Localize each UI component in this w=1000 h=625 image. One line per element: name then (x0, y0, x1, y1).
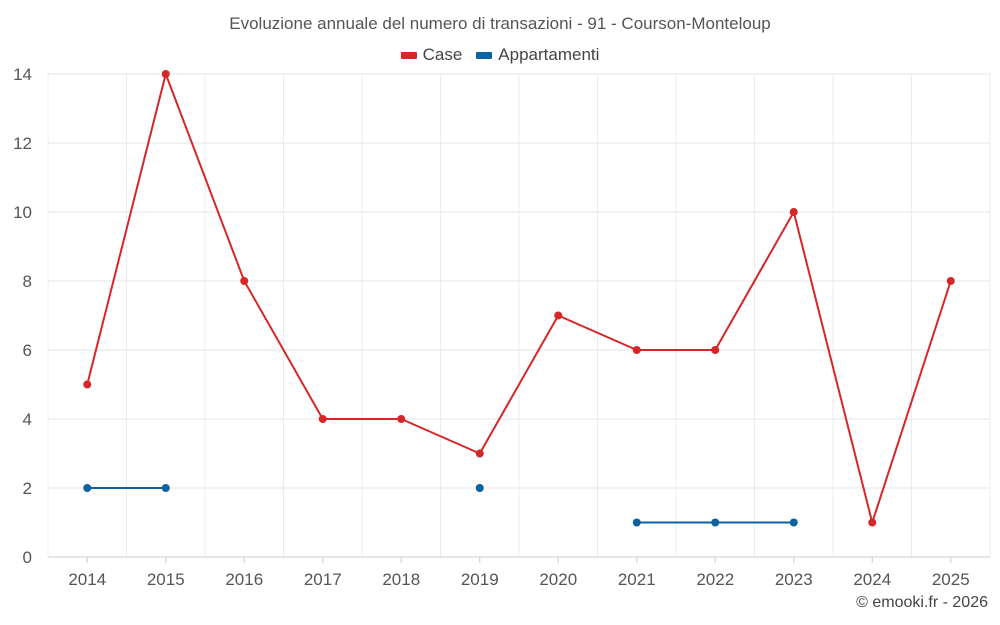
data-point-case (554, 311, 563, 320)
data-point-case (789, 208, 798, 216)
data-point-case (475, 449, 484, 458)
legend-swatch-appartamenti (476, 51, 493, 59)
y-tick-label: 12 (13, 134, 32, 153)
data-point-case (83, 380, 92, 389)
data-point-appartamenti (161, 484, 170, 492)
legend: Case Appartamenti (0, 45, 1000, 65)
legend-label-case: Case (422, 45, 463, 64)
data-point-appartamenti (475, 484, 484, 492)
data-point-case (161, 70, 170, 78)
x-tick-label: 2015 (147, 570, 185, 589)
data-point-appartamenti (83, 484, 92, 492)
legend-item-appartamenti[interactable]: Appartamenti (476, 45, 599, 65)
legend-label-appartamenti: Appartamenti (498, 45, 600, 64)
legend-item-case[interactable]: Case (400, 45, 463, 65)
data-point-case (632, 346, 641, 354)
x-tick-label: 2021 (618, 570, 656, 589)
data-point-case (868, 518, 877, 527)
x-tick-label: 2014 (68, 570, 106, 589)
y-tick-label: 0 (23, 548, 32, 567)
data-point-case (711, 346, 720, 354)
data-point-appartamenti (632, 518, 641, 527)
y-tick-label: 8 (23, 272, 32, 291)
y-tick-label: 2 (23, 479, 32, 498)
data-point-case (318, 415, 327, 423)
legend-swatch-case (400, 51, 417, 59)
series-line-case (86, 73, 952, 524)
y-tick-label: 4 (23, 410, 32, 429)
data-point-case (946, 277, 955, 285)
y-tick-label: 10 (13, 203, 32, 222)
x-tick-label: 2017 (304, 570, 342, 589)
x-tick-label: 2020 (539, 570, 577, 589)
x-tick-label: 2023 (775, 570, 813, 589)
data-point-appartamenti (789, 518, 798, 527)
x-tick-label: 2018 (382, 570, 420, 589)
x-tick-label: 2019 (461, 570, 499, 589)
data-point-case (240, 277, 249, 285)
x-tick-label: 2022 (696, 570, 734, 589)
x-tick-label: 2025 (932, 570, 970, 589)
data-point-appartamenti (711, 518, 720, 527)
credit-text: © emooki.fr - 2026 (856, 594, 988, 611)
chart-title: Evoluzione annuale del numero di transaz… (229, 14, 771, 33)
x-tick-label: 2016 (225, 570, 263, 589)
y-tick-label: 14 (13, 65, 32, 84)
data-point-case (397, 415, 406, 423)
y-tick-label: 6 (23, 341, 32, 360)
x-tick-label: 2024 (853, 570, 891, 589)
